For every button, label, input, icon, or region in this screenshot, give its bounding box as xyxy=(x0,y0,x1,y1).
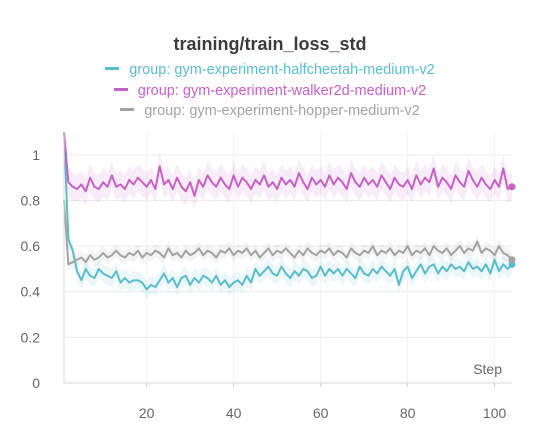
axes: 0 0.2 0.4 0.6 0.8 1 20 40 60 80 100 Step xyxy=(21,132,512,421)
y-tick-label: 0.2 xyxy=(21,329,41,345)
series-line-halfcheetah xyxy=(63,131,513,291)
x-tick-label: 100 xyxy=(483,405,507,421)
legend-item-halfcheetah[interactable]: group: gym-experiment-halfcheetah-medium… xyxy=(0,62,540,78)
legend-label-walker2d: group: gym-experiment-walker2d-medium-v2 xyxy=(137,83,427,99)
std-bands xyxy=(64,132,512,299)
std-band-walker2d xyxy=(64,132,512,210)
x-tick-label: 80 xyxy=(400,405,416,421)
x-tick-label: 20 xyxy=(139,405,155,421)
x-tick-label: 60 xyxy=(313,405,329,421)
y-tick-label: 0.4 xyxy=(21,284,41,300)
x-tick-label: 40 xyxy=(226,405,242,421)
series-end-point-hopper xyxy=(508,256,516,264)
legend-swatch-hopper xyxy=(120,107,135,111)
y-tick-label: 0.6 xyxy=(21,238,41,254)
std-band-halfcheetah xyxy=(64,132,512,299)
legend-item-walker2d[interactable]: group: gym-experiment-walker2d-medium-v2 xyxy=(0,83,540,99)
legend-swatch-halfcheetah xyxy=(105,66,120,70)
y-tick-label: 0 xyxy=(32,375,40,391)
std-band-hopper xyxy=(64,193,512,272)
legend-swatch-walker2d xyxy=(113,87,128,91)
y-tick-label: 1 xyxy=(32,147,40,163)
series-end-point-walker2d xyxy=(508,183,516,191)
legend-label-hopper: group: gym-experiment-hopper-medium-v2 xyxy=(144,103,420,119)
series-line-hopper xyxy=(63,200,513,266)
series-line-walker2d xyxy=(63,131,513,197)
x-axis-label: Step xyxy=(473,361,502,377)
legend-label-halfcheetah: group: gym-experiment-halfcheetah-medium… xyxy=(129,62,435,78)
series-lines xyxy=(63,131,516,291)
y-tick-label: 0.8 xyxy=(21,192,41,208)
legend-item-hopper[interactable]: group: gym-experiment-hopper-medium-v2 xyxy=(0,103,540,119)
gridlines xyxy=(64,132,512,384)
chart-title: training/train_loss_std xyxy=(173,34,367,54)
